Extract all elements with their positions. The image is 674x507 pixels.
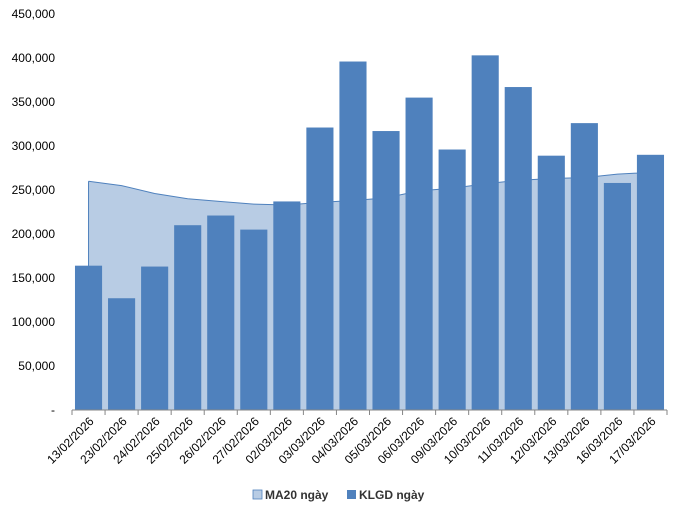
bar: [438, 149, 466, 410]
bar: [570, 123, 598, 411]
bar: [372, 131, 400, 411]
y-tick-label: 450,000: [12, 7, 56, 21]
y-tick-label: 250,000: [12, 183, 56, 197]
ma20-area-layer: [88, 171, 651, 410]
legend: MA20 ngày KLGD ngày: [252, 488, 425, 502]
bar: [306, 127, 334, 411]
y-tick-label: 350,000: [12, 95, 56, 109]
bar: [471, 55, 499, 411]
y-tick-label: 50,000: [18, 359, 55, 373]
x-axis: 13/02/202623/02/202624/02/202625/02/2026…: [44, 409, 668, 467]
legend-label-klgd: KLGD ngày: [359, 488, 425, 502]
bar: [273, 201, 301, 410]
bar: [108, 298, 136, 410]
bar: [74, 265, 103, 410]
y-tick-label: 200,000: [12, 227, 56, 241]
bar: [405, 97, 433, 410]
bar: [339, 61, 367, 411]
y-tick-label: 150,000: [12, 271, 56, 285]
y-tick-label: 400,000: [12, 51, 56, 65]
y-tick-label: 100,000: [12, 315, 56, 329]
legend-swatch-klgd: [347, 490, 356, 499]
y-axis: - 50,000 100,000 150,000 200,000 250,000 300,0…: [12, 7, 56, 417]
legend-swatch-ma20: [252, 489, 263, 500]
y-tick-label: 300,000: [12, 139, 56, 153]
legend-label-ma20: MA20 ngày: [265, 488, 329, 502]
bar-layer: [74, 55, 665, 411]
bar: [207, 215, 235, 410]
y-tick-label: -: [51, 403, 55, 417]
bar: [174, 225, 202, 410]
bar: [603, 182, 631, 410]
bar: [504, 87, 532, 410]
bar: [537, 155, 565, 410]
bar: [240, 229, 268, 410]
bar: [636, 154, 665, 410]
bar: [141, 266, 169, 410]
ma20-area: [88, 172, 651, 410]
